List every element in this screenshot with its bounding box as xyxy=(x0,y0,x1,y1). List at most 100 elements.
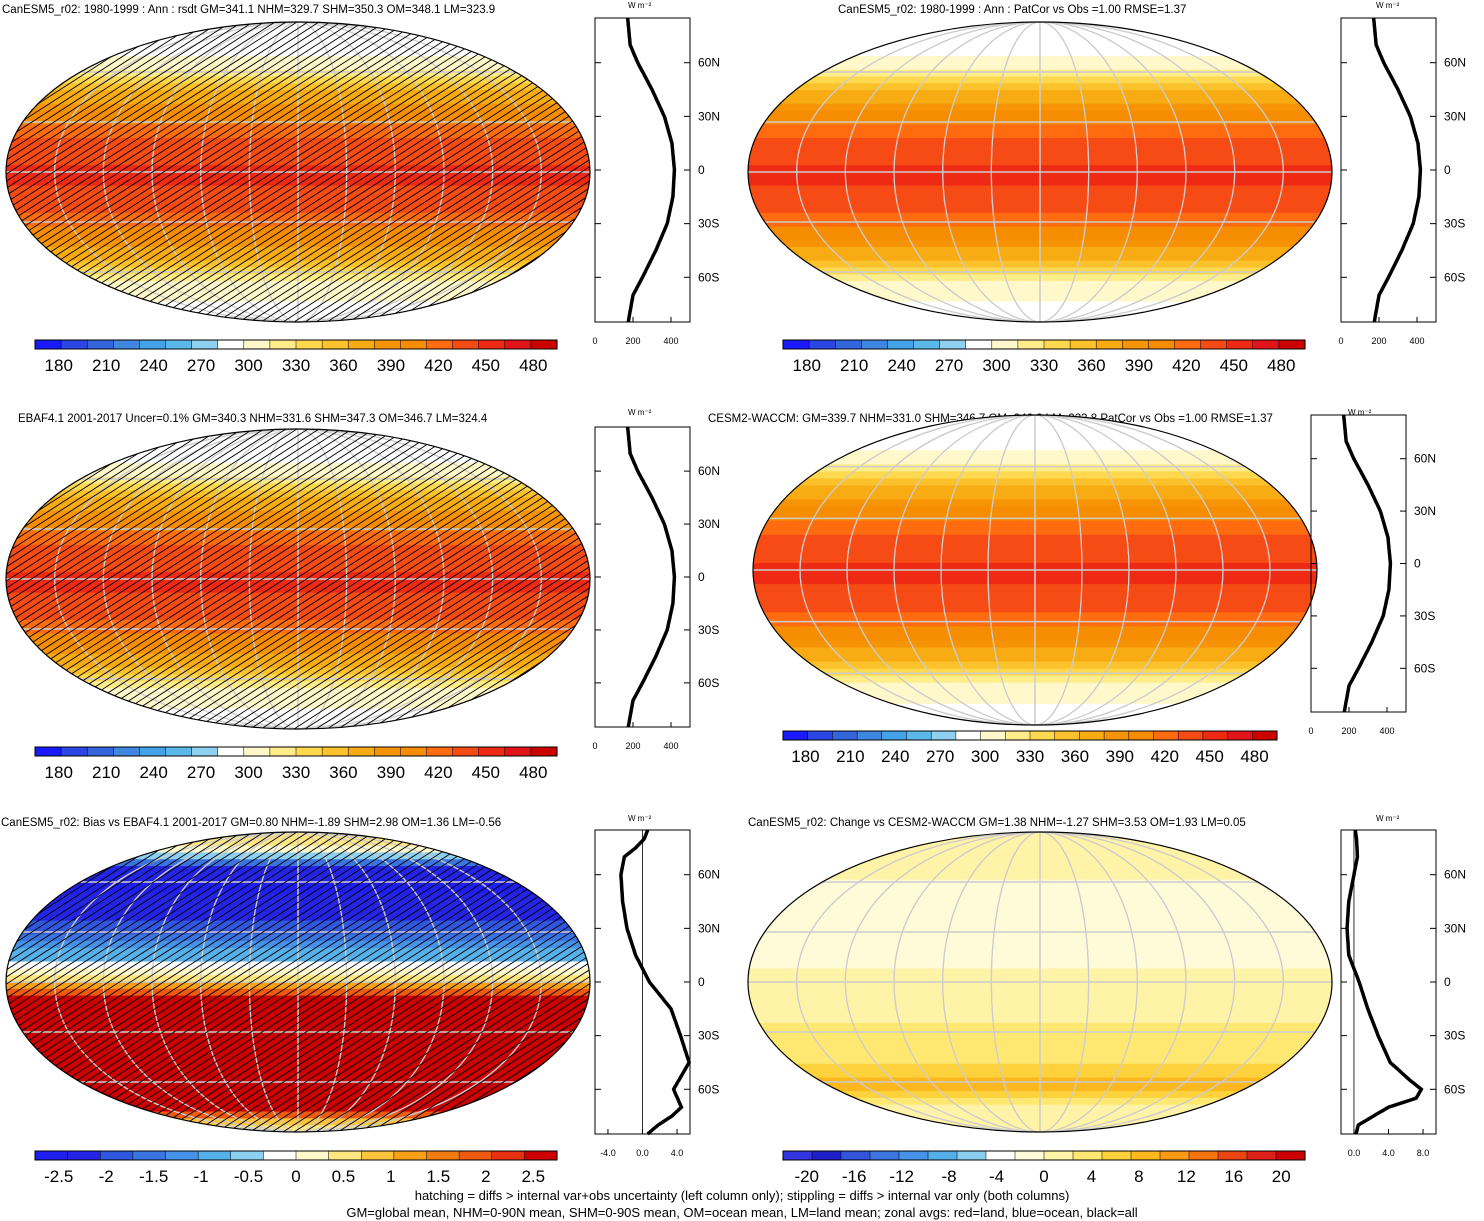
footer-note-2: GM=global mean, NHM=0-90N mean, SHM=0-90… xyxy=(346,1205,1138,1220)
lat-tick-label: 60S xyxy=(1444,270,1465,284)
hatch-line xyxy=(6,22,276,322)
colorbar-swatch xyxy=(1043,1150,1074,1161)
colorbar-swatch xyxy=(426,339,454,350)
zonal-profile-3: 60N 30N 0 30S 60S 0 200 400 xyxy=(592,426,720,751)
hatch-line xyxy=(348,22,590,322)
hatch-line xyxy=(7,429,474,729)
zonal-profile-5: 60N 30N 0 30S 60S -4.0 0.0 4.0 xyxy=(594,829,720,1158)
colorbar-swatch xyxy=(930,730,957,741)
hatch-line xyxy=(227,429,590,729)
colorbar-tick-label: 330 xyxy=(1016,747,1044,766)
hatch-line xyxy=(425,22,590,322)
colorbar-swatch xyxy=(139,339,167,350)
colorbar-swatch xyxy=(856,730,883,741)
colorbar-swatch xyxy=(1130,1150,1161,1161)
hatch-line xyxy=(216,22,590,322)
map-field xyxy=(753,415,1317,725)
colorbar-frame xyxy=(34,339,558,350)
colorbar-swatch xyxy=(1101,1150,1132,1161)
colorbar-swatch xyxy=(832,730,858,741)
colorbar-swatch xyxy=(834,339,862,350)
hatch-line xyxy=(326,832,590,1132)
hatch-line xyxy=(6,429,375,729)
colorbar-swatch xyxy=(361,1150,395,1161)
hatch-line xyxy=(6,832,364,1132)
hatch-line xyxy=(381,429,590,729)
hatch-line xyxy=(6,22,287,322)
hatch-line xyxy=(6,832,287,1132)
profile-x-tick-label: 4.0 xyxy=(1382,1148,1395,1158)
hatch-line xyxy=(62,832,529,1132)
colorbar-swatch xyxy=(426,1150,460,1161)
meridian-line xyxy=(893,415,1177,725)
colorbar-swatch xyxy=(426,746,454,757)
hatch-line xyxy=(6,429,364,729)
colorbar-5: -2.5 -2 -1.5 -1 -0.5 0 0.5 1 1.5 2 2.5 xyxy=(34,1150,558,1186)
colorbar-swatch xyxy=(1275,1150,1306,1161)
colorbar-swatch xyxy=(1014,1150,1045,1161)
colorbar-swatch xyxy=(374,746,401,757)
colorbar-tick-label: 180 xyxy=(791,747,819,766)
hatch-line xyxy=(6,22,386,322)
profile-x-tick-label: 8.0 xyxy=(1417,1148,1430,1158)
hatch-line xyxy=(6,832,298,1132)
colorbar-swatch xyxy=(1095,339,1123,350)
colorbar-swatch xyxy=(217,746,245,757)
colorbar-swatch xyxy=(1200,339,1228,350)
hatch-line xyxy=(6,429,188,729)
hatch-line xyxy=(6,832,210,1132)
hatch-line xyxy=(6,22,320,322)
colorbar-swatch xyxy=(165,746,193,757)
hatch-line xyxy=(6,832,353,1132)
colorbar-tick-label: 390 xyxy=(377,356,405,375)
colorbar-swatch xyxy=(1202,730,1229,741)
hatch-line xyxy=(106,22,573,322)
colorbar-swatch xyxy=(100,1150,134,1161)
hatch-line xyxy=(6,429,265,729)
colorbar-swatch xyxy=(869,1150,900,1161)
map-outline xyxy=(747,831,1333,1133)
colorbar-swatch xyxy=(1252,339,1280,350)
hatch-line xyxy=(95,832,562,1132)
hatch-line xyxy=(6,429,276,729)
colorbar-frame xyxy=(34,1150,558,1161)
map-1 xyxy=(5,21,591,323)
colorbar-swatch xyxy=(347,746,375,757)
hatch-line xyxy=(337,832,590,1132)
hatch-line xyxy=(6,22,364,322)
colorbar-swatch xyxy=(347,339,375,350)
hatch-line xyxy=(271,832,590,1132)
hatch-line xyxy=(95,429,562,729)
map-outline xyxy=(5,428,591,730)
colorbar-swatch xyxy=(269,746,297,757)
hatch-line xyxy=(392,832,590,1132)
colorbar-swatch xyxy=(478,339,506,350)
profile-x-tick-label: 4.0 xyxy=(671,1148,684,1158)
hatch-line xyxy=(425,832,590,1132)
hatch-line xyxy=(392,429,590,729)
colorbar-1: 180 210 240 270 300 330 360 390 420 450 480 xyxy=(34,339,558,375)
hatch-line xyxy=(6,429,243,729)
meridian-line xyxy=(796,22,1284,322)
colorbar-swatch xyxy=(328,1150,362,1161)
colorbar-swatch xyxy=(86,746,114,757)
hatch-line xyxy=(6,832,166,1132)
colorbar-tick-label: 420 xyxy=(424,763,452,782)
hatch-line xyxy=(392,22,590,322)
colorbar-tick-label: 450 xyxy=(472,763,500,782)
colorbar-tick-label: 210 xyxy=(92,356,120,375)
hatch-line xyxy=(414,832,590,1132)
profile-units: W m⁻² xyxy=(1376,814,1400,823)
hatch-line xyxy=(282,429,590,729)
profile-x-tick-label: 0 xyxy=(1308,726,1313,736)
hatch-line xyxy=(6,832,342,1132)
map-field xyxy=(6,832,590,1132)
hatch-line xyxy=(337,22,590,322)
colorbar-tick-label: 0.5 xyxy=(332,1167,356,1186)
panel-title: CanESM5_r02: Bias vs EBAF4.1 2001-2017 G… xyxy=(1,817,502,829)
hatch-line xyxy=(260,22,590,322)
colorbar-tick-label: 330 xyxy=(282,356,310,375)
meridian-line xyxy=(248,832,348,1132)
lat-tick-label: 0 xyxy=(698,163,705,177)
profile-x-tick-label: 0 xyxy=(592,336,597,346)
